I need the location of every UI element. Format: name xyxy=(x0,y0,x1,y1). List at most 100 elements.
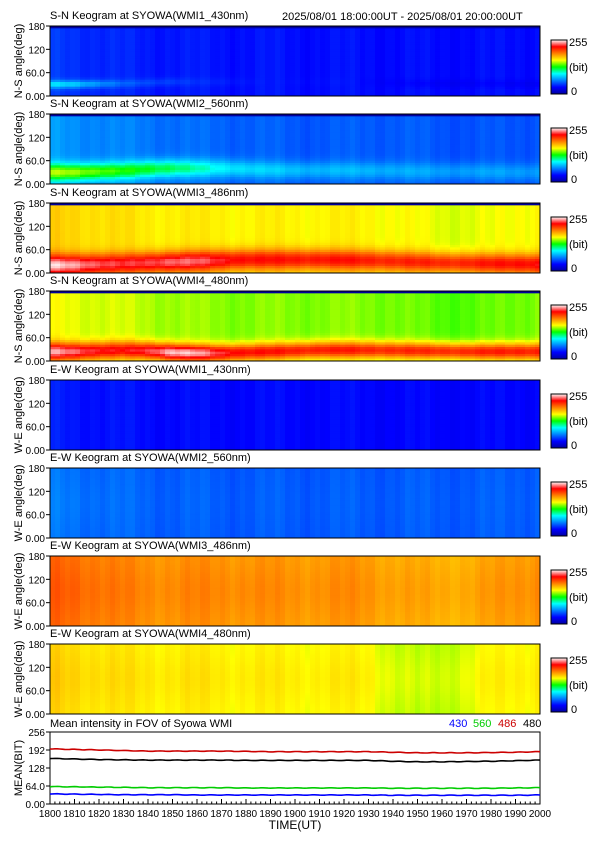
heatmap-cell xyxy=(535,56,541,60)
heatmap-cell xyxy=(245,26,251,29)
heatmap-cell xyxy=(375,56,381,60)
heatmap-cell xyxy=(290,44,296,48)
heatmap-cell xyxy=(515,35,521,39)
heatmap-cell xyxy=(110,30,116,34)
heatmap-cell xyxy=(475,70,481,74)
heatmap-cell xyxy=(230,33,236,36)
heatmap-cell xyxy=(335,68,341,71)
heatmap-cell xyxy=(290,163,296,166)
heatmap-cell xyxy=(365,121,371,124)
heatmap-cell xyxy=(390,42,396,46)
heatmap-cell xyxy=(385,118,391,122)
heatmap-cell xyxy=(385,91,391,95)
heatmap-cell xyxy=(460,63,466,67)
heatmap-cell xyxy=(365,63,371,67)
heatmap-cell xyxy=(220,121,226,124)
heatmap-cell xyxy=(95,28,101,32)
heatmap-cell xyxy=(275,54,281,57)
heatmap-cell xyxy=(500,68,506,71)
heatmap-cell xyxy=(150,123,156,127)
heatmap-cell xyxy=(130,44,136,48)
heatmap-cell xyxy=(500,35,506,39)
heatmap-cell xyxy=(215,137,221,141)
heatmap-cell xyxy=(200,58,206,62)
heatmap-cell xyxy=(60,68,66,71)
heatmap-cell xyxy=(345,114,351,117)
heatmap-cell xyxy=(520,30,526,34)
heatmap-cell xyxy=(220,72,226,76)
heatmap-cell xyxy=(80,37,86,41)
heatmap-cell xyxy=(305,179,311,183)
heatmap-cell xyxy=(95,63,101,67)
heatmap-cell xyxy=(360,58,366,62)
heatmap-cell xyxy=(95,86,101,90)
heatmap-cell xyxy=(105,77,111,81)
heatmap-cell xyxy=(290,160,296,164)
heatmap-cell xyxy=(55,151,61,155)
heatmap-cell xyxy=(170,40,176,43)
heatmap-cell xyxy=(380,128,386,131)
heatmap-cell xyxy=(100,44,106,48)
heatmap-cell xyxy=(250,37,256,41)
heatmap-cell xyxy=(70,142,76,145)
heatmap-cell xyxy=(215,68,221,71)
heatmap-cell xyxy=(305,28,311,32)
heatmap-cell xyxy=(270,65,276,69)
heatmap-cell xyxy=(145,153,151,157)
heatmap-cell xyxy=(85,63,91,67)
heatmap-cell xyxy=(445,33,451,36)
heatmap-cell xyxy=(155,139,161,143)
heatmap-cell xyxy=(490,33,496,36)
heatmap-cell xyxy=(500,51,506,55)
heatmap-cell xyxy=(325,37,331,41)
heatmap-cell xyxy=(320,33,326,36)
heatmap-cell xyxy=(190,75,196,78)
heatmap-cell xyxy=(160,139,166,143)
heatmap-cell xyxy=(330,44,336,48)
heatmap-cell xyxy=(365,146,371,150)
heatmap-cell xyxy=(265,135,271,138)
heatmap-cell xyxy=(185,58,191,62)
heatmap-cell xyxy=(445,56,451,60)
heatmap-cell xyxy=(405,40,411,43)
heatmap-cell xyxy=(335,54,341,57)
heatmap-cell xyxy=(320,72,326,76)
heatmap-cell xyxy=(70,144,76,148)
heatmap-cell xyxy=(300,149,306,152)
heatmap-cell xyxy=(355,93,361,97)
heatmap-cell xyxy=(90,170,96,173)
heatmap-cell xyxy=(200,77,206,81)
heatmap-cell xyxy=(105,174,111,178)
heatmap-cell xyxy=(385,70,391,74)
heatmap-cell xyxy=(200,84,206,88)
heatmap-cell xyxy=(140,160,146,164)
heatmap-cell xyxy=(455,79,461,83)
heatmap-cell xyxy=(420,65,426,69)
heatmap-cell xyxy=(280,72,286,76)
heatmap-cell xyxy=(505,77,511,81)
heatmap-cell xyxy=(355,121,361,124)
heatmap-cell xyxy=(115,79,121,83)
heatmap-cell xyxy=(495,61,501,64)
heatmap-cell xyxy=(175,139,181,143)
heatmap-cell xyxy=(250,177,256,180)
heatmap-cell xyxy=(160,42,166,46)
heatmap-cell xyxy=(120,118,126,122)
heatmap-cell xyxy=(235,172,241,176)
heatmap-cell xyxy=(210,149,216,152)
heatmap-cell xyxy=(315,82,321,85)
heatmap-cell xyxy=(240,91,246,95)
heatmap-cell xyxy=(95,37,101,41)
heatmap-cell xyxy=(485,70,491,74)
heatmap-cell xyxy=(200,177,206,180)
heatmap-cell xyxy=(190,58,196,62)
heatmap-cell xyxy=(240,153,246,157)
heatmap-cell xyxy=(280,118,286,122)
heatmap-cell xyxy=(215,63,221,67)
heatmap-cell xyxy=(505,70,511,74)
heatmap-cell xyxy=(245,91,251,95)
heatmap-cell xyxy=(300,35,306,39)
heatmap-cell xyxy=(260,61,266,64)
heatmap-cell xyxy=(175,116,181,120)
heatmap-cell xyxy=(140,149,146,152)
